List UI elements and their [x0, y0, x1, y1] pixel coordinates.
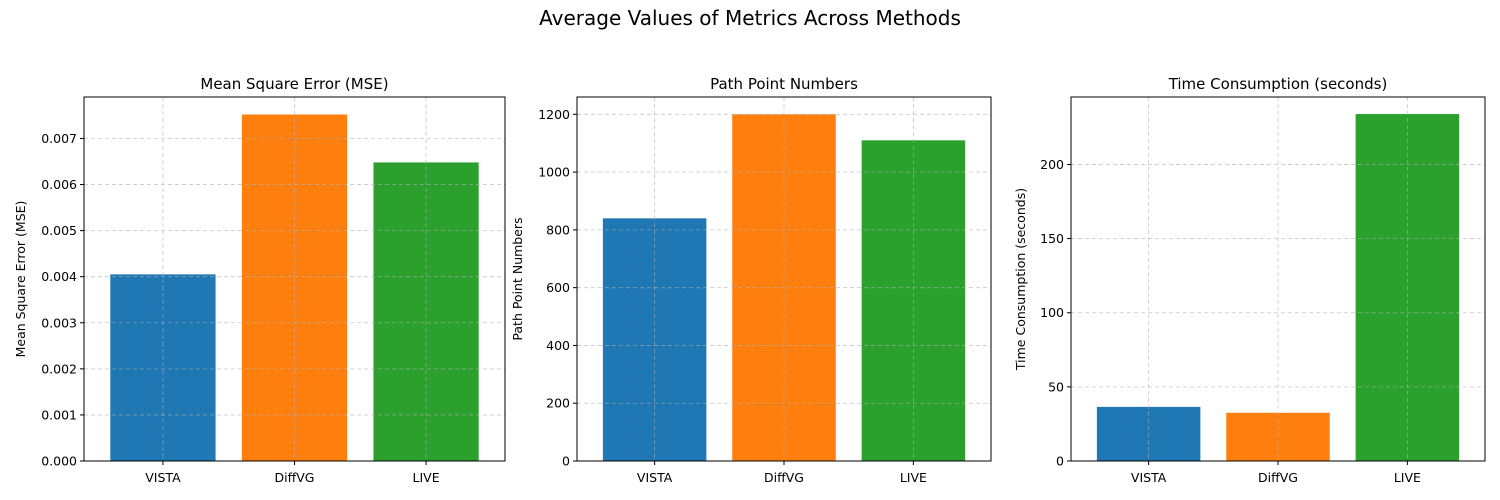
y-tick-label: 0.004: [41, 269, 77, 284]
x-tick-label: LIVE: [1394, 470, 1421, 485]
x-tick-label: DiffVG: [764, 470, 804, 485]
x-tick-label: LIVE: [900, 470, 927, 485]
bar-live: [373, 162, 479, 461]
y-tick-label: 200: [1040, 157, 1064, 172]
y-tick-label: 0.000: [41, 454, 77, 469]
y-tick-label: 1000: [538, 165, 570, 180]
chart-title: Mean Square Error (MSE): [200, 75, 388, 93]
y-tick-label: 0.001: [41, 407, 77, 422]
y-tick-label: 50: [1048, 379, 1064, 394]
y-axis-label: Path Point Numbers: [510, 217, 525, 340]
y-tick-label: 0.006: [41, 177, 77, 192]
y-tick-label: 0.007: [41, 131, 77, 146]
y-tick-label: 0.003: [41, 315, 77, 330]
x-tick-label: VISTA: [637, 470, 673, 485]
chart-panel-1: 0.000 0.001 0.002 0.003 0.004 0.005 0.006 0.007…: [13, 75, 506, 485]
x-tick-label: LIVE: [413, 470, 440, 485]
x-tick-label: DiffVG: [1258, 470, 1298, 485]
chart-panel-2: 0 200 400 600 800 1000 1200 VISTA DiffVG LIVE Path…: [510, 75, 992, 485]
chart-title: Time Consumption (seconds): [1168, 75, 1388, 93]
y-tick-label: 0: [562, 454, 570, 469]
x-tick-label: DiffVG: [275, 470, 315, 485]
y-tick-label: 150: [1040, 231, 1064, 246]
chart-panel-3: 0 50 100 150 200 VISTA DiffVG LIVE Time Consumpt…: [1013, 75, 1486, 485]
x-tick-label: VISTA: [145, 470, 181, 485]
y-tick-label: 0: [1056, 454, 1064, 469]
y-tick-label: 0.005: [41, 223, 77, 238]
y-axis-label: Mean Square Error (MSE): [13, 201, 28, 358]
y-tick-label: 600: [546, 280, 570, 295]
x-tick-label: VISTA: [1131, 470, 1167, 485]
y-tick-label: 800: [546, 222, 570, 237]
y-tick-label: 0.002: [41, 361, 77, 376]
y-tick-label: 1200: [538, 107, 570, 122]
y-tick-label: 200: [546, 396, 570, 411]
y-tick-label: 100: [1040, 305, 1064, 320]
chart-title: Path Point Numbers: [710, 75, 858, 93]
y-tick-label: 400: [546, 338, 570, 353]
y-axis-label: Time Consumption (seconds): [1013, 188, 1028, 371]
figure-title: Average Values of Metrics Across Methods: [539, 6, 961, 30]
